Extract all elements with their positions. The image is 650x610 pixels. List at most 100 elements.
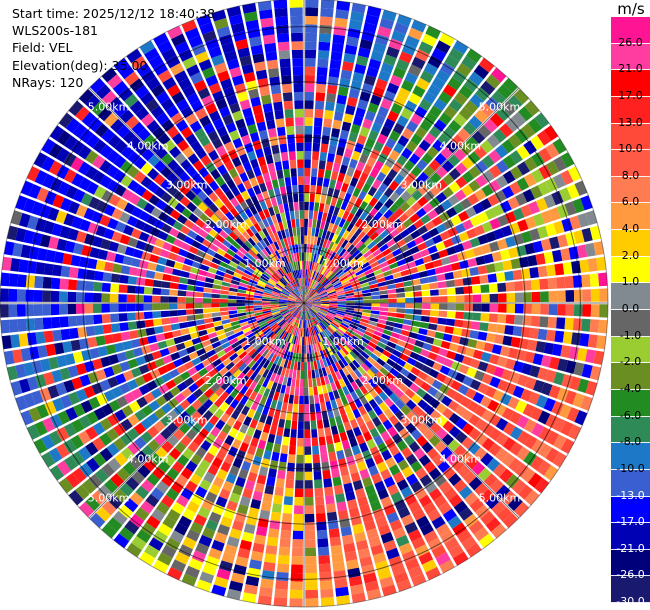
range-gate	[414, 487, 428, 500]
range-gate	[346, 455, 356, 466]
range-gate	[152, 303, 161, 311]
range-gate	[247, 348, 256, 357]
range-gate	[367, 356, 376, 365]
range-gate	[387, 484, 399, 496]
range-gate	[521, 363, 533, 376]
range-gate	[342, 366, 350, 376]
range-gate	[377, 256, 387, 265]
range-gate	[363, 214, 373, 224]
range-gate	[379, 367, 389, 377]
range-gate	[250, 551, 264, 562]
range-gate	[203, 313, 213, 319]
range-gate	[380, 98, 393, 110]
range-gate	[169, 530, 185, 544]
range-gate	[34, 420, 48, 436]
range-gate	[18, 378, 31, 394]
range-gate	[394, 410, 406, 421]
range-gate	[296, 142, 304, 152]
range-gate	[107, 96, 123, 112]
range-gate	[179, 196, 191, 207]
range-gate	[334, 235, 342, 245]
range-gate	[427, 84, 441, 97]
range-gate	[340, 69, 353, 80]
range-gate	[447, 77, 462, 91]
range-gate	[348, 507, 360, 518]
range-gate	[529, 365, 541, 378]
range-gate	[477, 331, 488, 341]
range-gate	[256, 345, 265, 353]
range-gate	[219, 194, 230, 205]
range-gate	[326, 503, 337, 513]
range-gate	[330, 214, 337, 224]
range-gate	[276, 563, 290, 573]
range-gate	[281, 402, 288, 412]
range-gate	[270, 296, 280, 299]
radial-ray	[304, 303, 588, 426]
range-gate	[337, 298, 347, 302]
range-gate	[305, 277, 307, 287]
range-gate	[368, 320, 378, 327]
range-gate	[472, 294, 482, 303]
range-gate	[440, 446, 453, 460]
range-gate	[202, 196, 214, 207]
range-gate	[432, 454, 445, 467]
range-gate	[342, 376, 351, 386]
range-gate	[42, 290, 51, 302]
range-gate	[316, 66, 328, 77]
range-gate	[275, 328, 283, 336]
range-gate	[304, 167, 311, 177]
range-gate	[185, 27, 200, 41]
range-gate	[538, 164, 552, 180]
range-gate	[411, 19, 427, 33]
range-gate	[48, 160, 63, 176]
range-gate	[208, 46, 222, 59]
range-gate	[453, 148, 467, 162]
range-gate	[186, 92, 200, 106]
range-gate	[336, 595, 351, 606]
range-gate	[372, 508, 385, 520]
range-gate	[304, 142, 312, 152]
range-gate	[156, 480, 170, 494]
range-gate	[483, 253, 494, 264]
range-gate	[315, 504, 326, 514]
ring-label: 4.00km	[127, 140, 169, 153]
range-gate	[297, 235, 301, 245]
range-gate	[359, 91, 371, 102]
range-gate	[479, 274, 489, 284]
range-gate	[245, 332, 255, 340]
range-gate	[253, 374, 262, 384]
range-gate	[572, 275, 583, 288]
range-gate	[107, 494, 123, 510]
radial-ray	[211, 303, 304, 597]
range-gate	[249, 36, 262, 47]
range-gate	[362, 476, 373, 488]
range-gate	[97, 249, 108, 260]
range-gate	[305, 311, 308, 320]
range-gate	[280, 384, 287, 394]
range-gate	[317, 211, 323, 221]
range-gate	[297, 319, 301, 328]
range-gate	[261, 138, 270, 148]
range-gate	[389, 393, 400, 403]
range-gate	[239, 442, 249, 453]
range-gate	[416, 435, 428, 447]
range-gate	[383, 118, 396, 130]
range-gate	[332, 320, 341, 326]
range-gate	[254, 61, 266, 72]
range-gate	[373, 395, 384, 406]
range-gate	[12, 349, 23, 364]
range-gate	[333, 318, 342, 324]
range-gate	[169, 447, 182, 460]
range-gate	[567, 424, 582, 440]
range-gate	[304, 513, 315, 523]
scan-info-panel: Start time: 2025/12/12 18:40:38 WLS200s-…	[12, 5, 215, 91]
range-gate	[434, 153, 447, 166]
range-gate	[153, 530, 168, 544]
range-gate	[58, 112, 74, 129]
range-gate	[143, 243, 154, 253]
range-gate	[67, 315, 78, 327]
range-gate	[176, 231, 187, 242]
range-gate	[123, 224, 134, 236]
range-gate	[332, 162, 341, 173]
range-gate	[86, 133, 100, 149]
